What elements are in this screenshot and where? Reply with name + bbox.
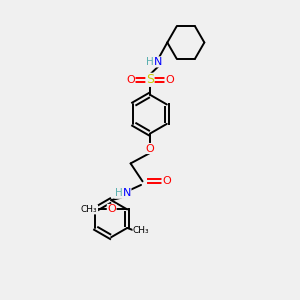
Text: N: N <box>154 57 163 67</box>
Text: CH₃: CH₃ <box>133 226 150 236</box>
Text: N: N <box>122 188 131 198</box>
Text: H: H <box>115 188 122 198</box>
Text: O: O <box>162 176 171 186</box>
Text: O: O <box>107 204 116 214</box>
Text: S: S <box>146 73 154 86</box>
Text: O: O <box>165 75 174 85</box>
Text: O: O <box>126 75 135 85</box>
Text: H: H <box>146 57 153 67</box>
Text: O: O <box>146 143 154 154</box>
Text: CH₃: CH₃ <box>81 205 98 214</box>
